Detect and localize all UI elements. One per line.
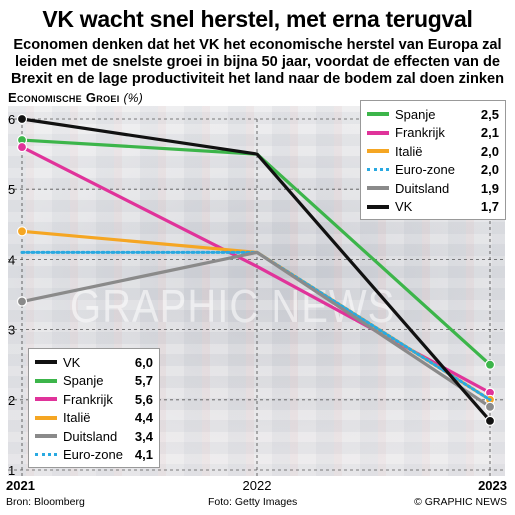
subtitle-line: Economen denken dat het VK het economisc… xyxy=(13,37,502,53)
legend-2021: VK 6,0 Spanje 5,7 Frankrijk 5,6 Italië 4,4 Duits… xyxy=(28,348,160,468)
y-tick-label: 2 xyxy=(8,393,15,408)
data-point xyxy=(16,113,28,125)
legend-swatch xyxy=(367,149,389,154)
data-point xyxy=(484,415,496,426)
legend-label: Euro-zone xyxy=(63,447,123,463)
y-tick-label: 5 xyxy=(8,182,15,197)
series-line-duitsland xyxy=(21,250,491,409)
legend-value: 5,6 xyxy=(134,391,153,407)
legend-swatch xyxy=(35,434,57,439)
legend-label: VK xyxy=(395,199,413,215)
y-axis-title: Economische Groei xyxy=(8,90,120,105)
legend-value: 5,7 xyxy=(134,373,153,389)
legend-swatch xyxy=(35,378,57,383)
legend-item: Euro-zone 2,0 xyxy=(367,161,499,180)
legend-swatch xyxy=(367,168,389,172)
legend-value: 4,4 xyxy=(134,410,153,426)
legend-value: 2,5 xyxy=(480,106,499,122)
y-tick-label: 6 xyxy=(8,112,15,127)
x-tick-label: 2023 xyxy=(478,478,507,493)
subtitle-line: leiden met de snelste groei in bijna 50 … xyxy=(15,54,500,70)
legend-item: Duitsland 1,9 xyxy=(367,179,499,198)
legend-item: Italië 2,0 xyxy=(367,142,499,161)
data-point xyxy=(484,359,496,370)
legend-label: Duitsland xyxy=(63,428,118,444)
data-point xyxy=(16,226,28,237)
legend-swatch xyxy=(367,130,389,135)
legend-label: Italië xyxy=(63,410,91,426)
y-tick-label: 4 xyxy=(8,252,15,267)
legend-label: Euro-zone xyxy=(395,162,455,178)
data-point xyxy=(16,141,28,153)
legend-item: VK 1,7 xyxy=(367,198,499,217)
legend-value: 2,1 xyxy=(480,125,499,141)
legend-item: VK 6,0 xyxy=(35,353,153,372)
legend-value: 6,0 xyxy=(134,354,153,370)
legend-swatch xyxy=(35,415,57,420)
y-axis-unit: (%) xyxy=(123,91,143,105)
legend-value: 1,9 xyxy=(480,180,499,196)
legend-label: Frankrijk xyxy=(395,125,445,141)
legend-value: 1,7 xyxy=(480,199,499,215)
legend-item: Duitsland 3,4 xyxy=(35,427,153,446)
legend-label: Frankrijk xyxy=(63,391,113,407)
copyright: © GRAPHIC NEWS xyxy=(414,496,507,508)
legend-swatch xyxy=(367,112,389,117)
legend-item: Spanje 5,7 xyxy=(35,372,153,391)
y-axis-label: Economische Groei (%) xyxy=(8,90,143,105)
legend-value: 3,4 xyxy=(134,428,153,444)
legend-swatch xyxy=(35,453,57,457)
legend-item: Euro-zone 4,1 xyxy=(35,446,153,465)
legend-label: Spanje xyxy=(395,106,436,122)
series-line-vk xyxy=(21,117,492,422)
legend-swatch xyxy=(35,397,57,402)
chart-subtitle: Economen denken dat het VK het economisc… xyxy=(6,37,509,88)
source-note: Bron: Bloomberg xyxy=(6,496,85,508)
legend-label: VK xyxy=(63,354,81,370)
legend-label: Duitsland xyxy=(395,180,450,196)
x-tick-label: 2021 xyxy=(6,478,35,493)
y-tick-label: 1 xyxy=(8,463,15,478)
legend-value: 2,0 xyxy=(480,162,499,178)
subtitle-line: Brexit en de lage productiviteit het lan… xyxy=(10,71,505,87)
x-tick-label: 2022 xyxy=(243,478,272,493)
legend-swatch xyxy=(35,360,57,365)
legend-item: Frankrijk 2,1 xyxy=(367,124,499,143)
chart-title: VK wacht snel herstel, met erna terugval xyxy=(42,6,473,32)
legend-value: 2,0 xyxy=(480,143,499,159)
data-point xyxy=(16,296,28,307)
legend-label: Spanje xyxy=(63,373,104,389)
data-point xyxy=(484,401,496,412)
legend-swatch xyxy=(367,204,389,209)
y-tick-label: 3 xyxy=(8,323,15,338)
legend-item: Spanje 2,5 xyxy=(367,105,499,124)
legend-item: Frankrijk 5,6 xyxy=(35,390,153,409)
legend-item: Italië 4,4 xyxy=(35,409,153,428)
legend-2023: Spanje 2,5 Frankrijk 2,1 Italië 2,0 Euro-zone 2… xyxy=(360,100,506,220)
legend-value: 4,1 xyxy=(134,447,153,463)
photo-credit: Foto: Getty Images xyxy=(208,496,298,508)
legend-label: Italië xyxy=(395,143,423,159)
legend-swatch xyxy=(367,186,389,191)
